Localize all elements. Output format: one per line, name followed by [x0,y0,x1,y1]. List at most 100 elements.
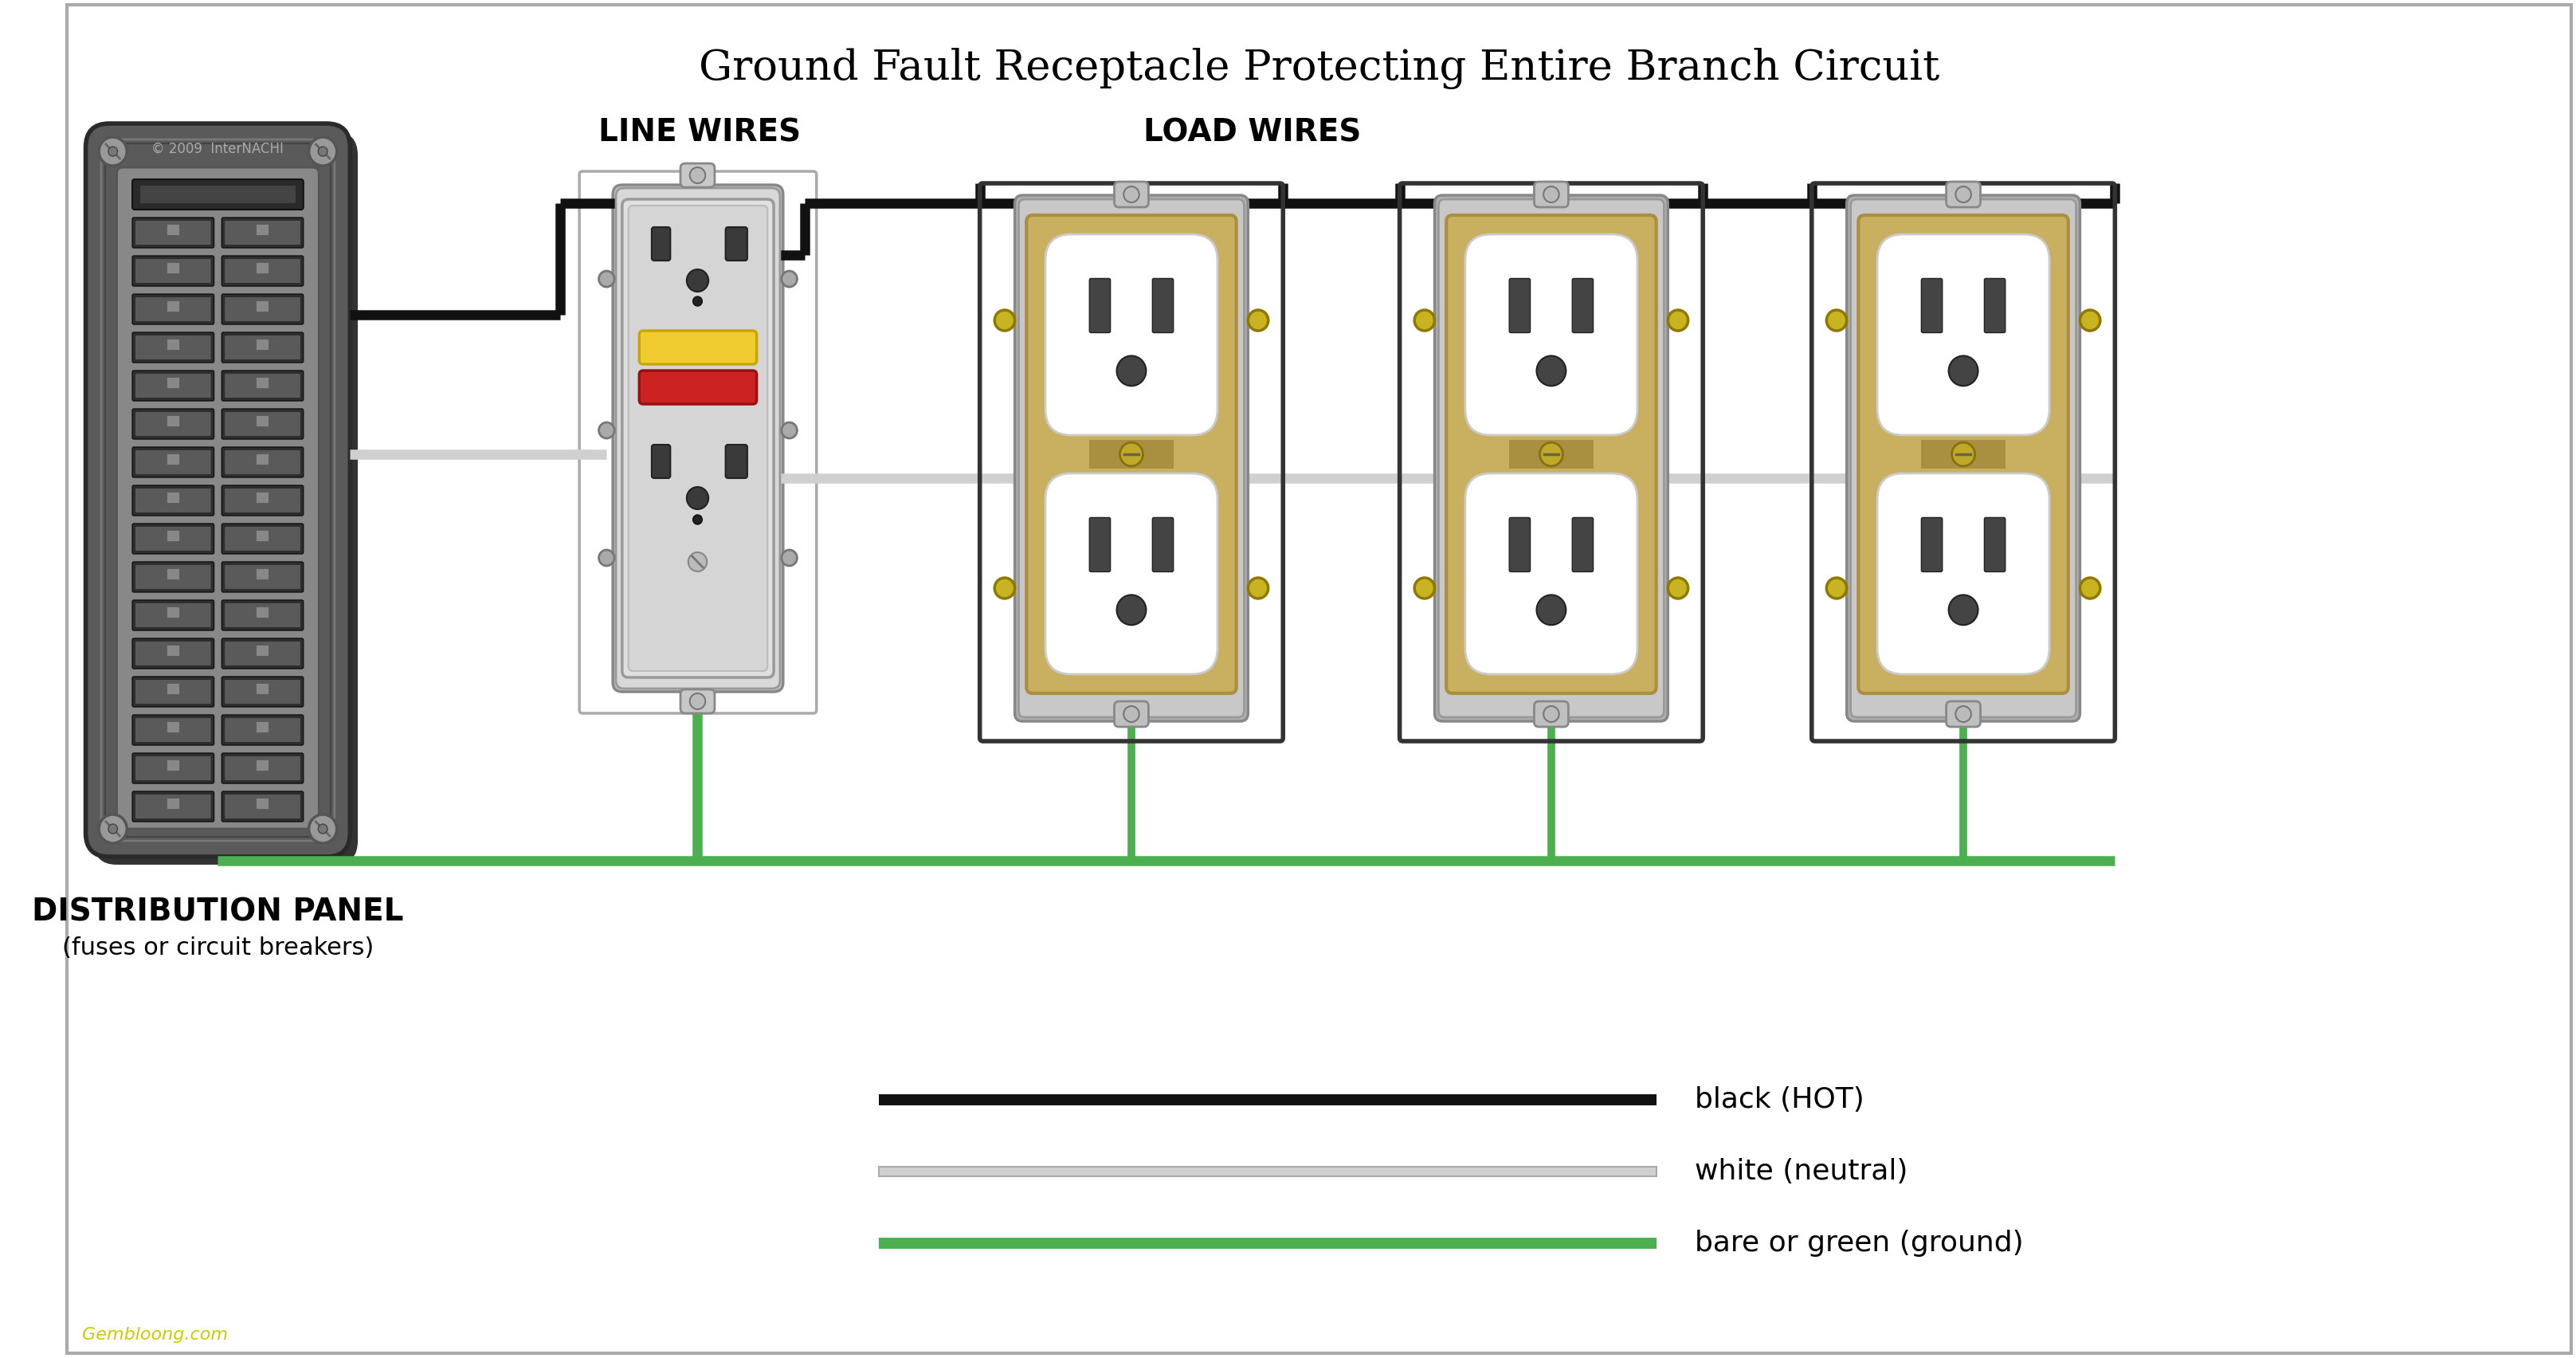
FancyBboxPatch shape [137,373,211,398]
Circle shape [1535,595,1566,625]
Circle shape [693,296,703,306]
Circle shape [1947,356,1978,386]
FancyBboxPatch shape [131,600,214,630]
Bar [167,530,178,540]
FancyBboxPatch shape [224,373,301,398]
Circle shape [693,515,703,524]
FancyBboxPatch shape [1115,182,1149,208]
Circle shape [598,550,613,566]
FancyBboxPatch shape [1510,517,1530,572]
Bar [167,224,178,235]
FancyBboxPatch shape [613,185,783,691]
Circle shape [598,272,613,287]
FancyBboxPatch shape [1115,701,1149,727]
FancyBboxPatch shape [131,371,214,401]
FancyBboxPatch shape [1437,200,1664,717]
FancyBboxPatch shape [137,411,211,436]
FancyBboxPatch shape [137,718,211,741]
Bar [255,721,268,732]
Circle shape [781,272,796,287]
FancyBboxPatch shape [137,527,211,551]
FancyBboxPatch shape [224,794,301,819]
Circle shape [2079,577,2099,599]
FancyBboxPatch shape [222,217,304,249]
FancyBboxPatch shape [222,676,304,708]
FancyBboxPatch shape [222,600,304,630]
Text: white (neutral): white (neutral) [1695,1158,1909,1186]
Circle shape [598,422,613,439]
FancyBboxPatch shape [1015,196,1247,721]
Circle shape [994,577,1015,599]
Text: LINE WIRES: LINE WIRES [598,117,801,148]
FancyBboxPatch shape [131,255,214,287]
FancyBboxPatch shape [224,335,301,360]
FancyBboxPatch shape [222,792,304,822]
FancyBboxPatch shape [131,485,214,516]
FancyBboxPatch shape [222,255,304,287]
Bar [167,759,178,770]
FancyBboxPatch shape [1151,278,1175,333]
Circle shape [1414,577,1435,599]
FancyBboxPatch shape [131,714,214,746]
FancyBboxPatch shape [652,444,670,478]
FancyBboxPatch shape [1046,235,1218,435]
FancyBboxPatch shape [224,680,301,703]
Circle shape [1667,577,1687,599]
Bar [167,416,178,426]
FancyBboxPatch shape [1151,517,1175,572]
FancyBboxPatch shape [116,167,319,828]
Text: © 2009  InterNACHI: © 2009 InterNACHI [152,141,283,156]
FancyBboxPatch shape [1857,215,2069,694]
FancyBboxPatch shape [131,676,214,708]
FancyBboxPatch shape [131,562,214,592]
Bar [167,338,178,350]
Circle shape [2079,310,2099,331]
FancyBboxPatch shape [1984,517,2004,572]
Text: Ground Fault Receptacle Protecting Entire Branch Circuit: Ground Fault Receptacle Protecting Entir… [698,48,1940,90]
Bar [167,721,178,732]
Bar [255,797,268,809]
Circle shape [1667,310,1687,331]
Text: LOAD WIRES: LOAD WIRES [1144,117,1360,148]
FancyBboxPatch shape [726,227,747,261]
FancyBboxPatch shape [1090,517,1110,572]
Bar [1510,440,1592,469]
Bar [255,568,268,580]
Bar [167,683,178,694]
FancyBboxPatch shape [131,217,214,249]
FancyBboxPatch shape [1025,215,1236,694]
FancyBboxPatch shape [1466,474,1638,674]
FancyBboxPatch shape [224,489,301,512]
FancyBboxPatch shape [137,221,211,244]
FancyBboxPatch shape [224,565,301,589]
Circle shape [108,147,118,156]
FancyBboxPatch shape [137,603,211,627]
FancyBboxPatch shape [1445,215,1656,694]
Bar [167,262,178,273]
FancyBboxPatch shape [726,444,747,478]
FancyBboxPatch shape [1847,196,2079,721]
FancyBboxPatch shape [224,221,301,244]
Bar [255,645,268,656]
Circle shape [1953,443,1976,466]
Circle shape [1955,186,1971,202]
Bar [167,454,178,464]
FancyBboxPatch shape [222,371,304,401]
FancyBboxPatch shape [137,489,211,512]
FancyBboxPatch shape [1571,517,1592,572]
Bar [255,300,268,311]
FancyBboxPatch shape [222,638,304,668]
Circle shape [108,824,118,834]
FancyBboxPatch shape [224,297,301,322]
FancyBboxPatch shape [137,641,211,665]
FancyBboxPatch shape [224,527,301,551]
Bar [255,338,268,350]
FancyBboxPatch shape [224,451,301,474]
Circle shape [1123,186,1139,202]
FancyBboxPatch shape [1535,182,1569,208]
FancyBboxPatch shape [1947,701,1981,727]
FancyBboxPatch shape [1510,278,1530,333]
FancyBboxPatch shape [137,259,211,282]
FancyBboxPatch shape [137,756,211,781]
Bar [167,607,178,618]
